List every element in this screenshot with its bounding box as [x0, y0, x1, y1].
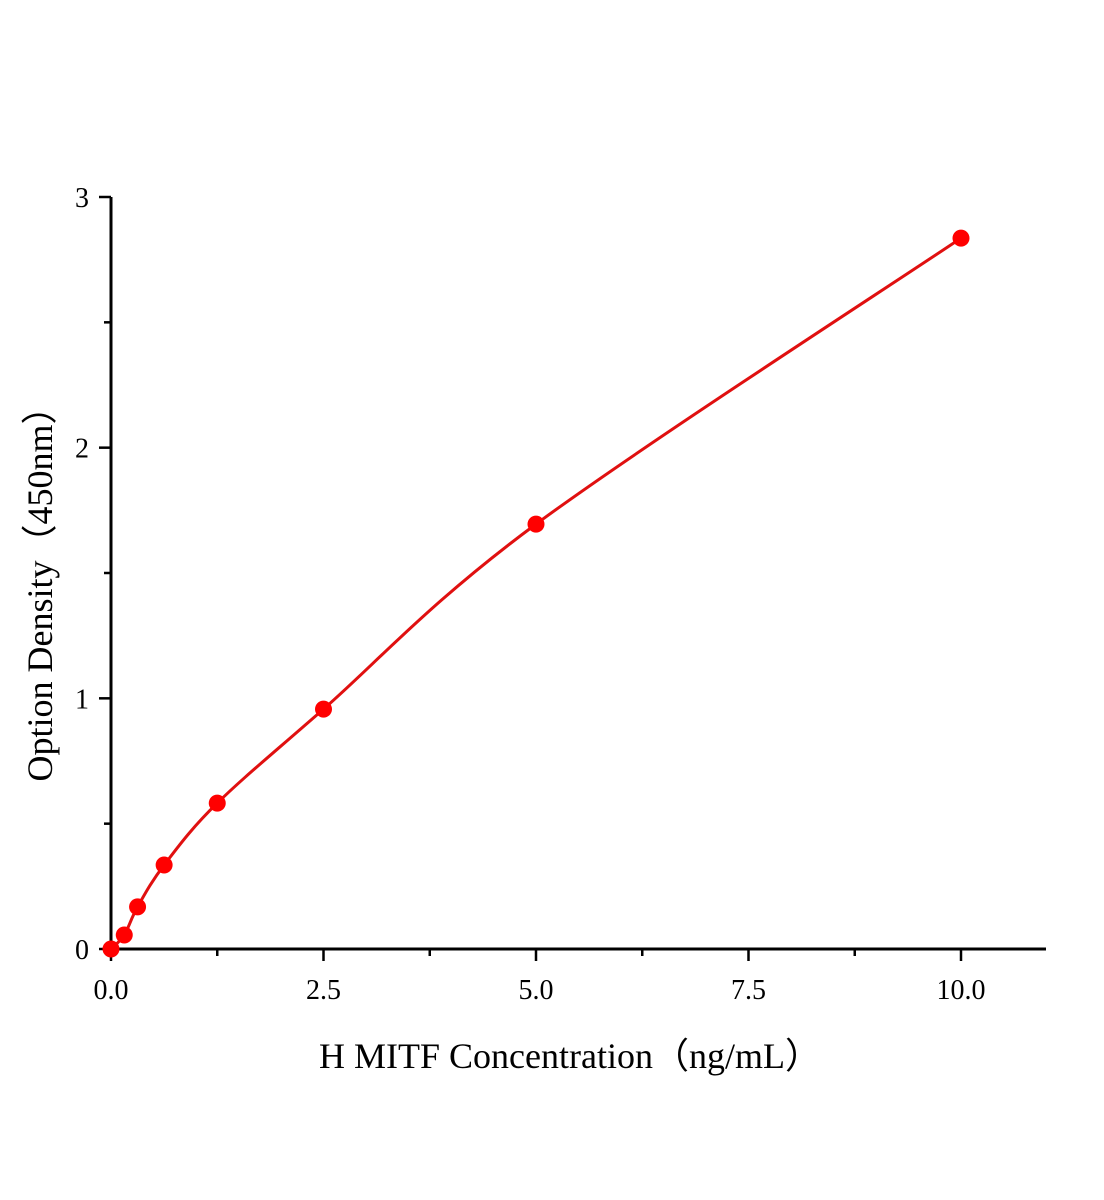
data-point	[527, 515, 545, 533]
y-tick-label: 3	[75, 183, 89, 214]
x-tick-label: 0.0	[94, 975, 129, 1006]
data-point	[115, 926, 133, 944]
data-point	[208, 794, 226, 812]
data-point	[155, 856, 173, 874]
x-tick-label: 10.0	[937, 975, 986, 1006]
y-tick-label: 1	[75, 684, 89, 715]
tick-labels: 0.0 2.5 5.0 7.5 10.0 0 1 2 3	[75, 183, 986, 1006]
fit-curve	[109, 236, 962, 951]
x-tick-label: 7.5	[731, 975, 766, 1006]
data-point	[102, 940, 120, 958]
x-axis-title: H MITF Concentration（ng/mL）	[319, 1036, 821, 1076]
data-point	[129, 898, 147, 916]
data-point	[952, 229, 970, 247]
x-tick-label: 5.0	[519, 975, 554, 1006]
x-tick-label: 2.5	[306, 975, 341, 1006]
data-points	[102, 229, 970, 958]
axes	[99, 195, 1046, 961]
data-point	[315, 700, 332, 718]
y-tick-label: 0	[75, 935, 89, 966]
y-axis-title: Option Density（450nm）	[20, 389, 60, 782]
y-tick-label: 2	[75, 434, 89, 465]
